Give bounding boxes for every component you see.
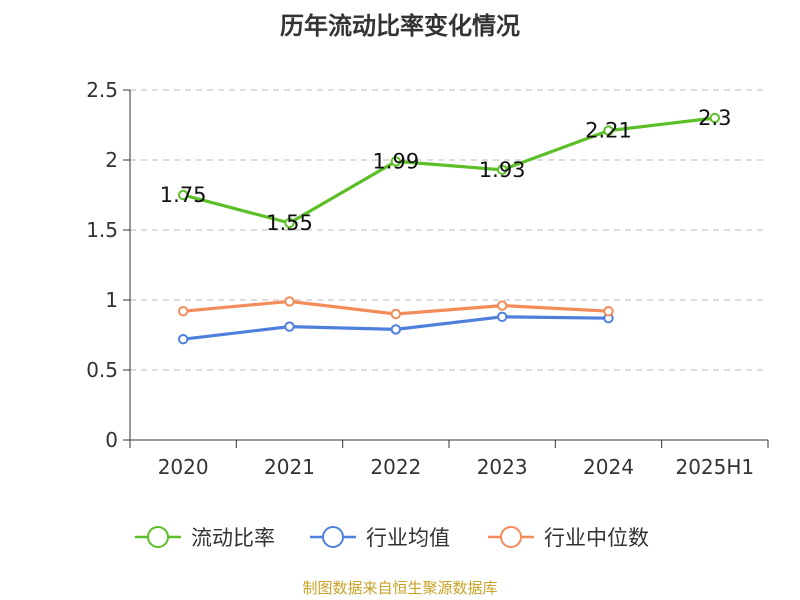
data-label: 1.99	[372, 149, 419, 173]
data-point	[390, 156, 402, 167]
y-tick-label: 2	[105, 148, 118, 172]
data-point	[390, 324, 402, 335]
data-point	[284, 296, 295, 307]
y-tick-label: 1.5	[86, 218, 118, 242]
data-label: 2.21	[585, 119, 632, 143]
legend-marker-1	[322, 526, 344, 548]
legend-marker-2	[500, 526, 522, 548]
data-point	[177, 189, 189, 201]
data-point	[177, 334, 189, 345]
axes: 0 0.5 1 1.5 2 2.5 2020 2021 2022 2023 2024 2025H1	[86, 78, 769, 479]
data-point	[284, 217, 295, 229]
x-tick-label: 2020	[158, 455, 209, 479]
legend: 流动比率 行业均值 行业中位数	[135, 526, 649, 550]
data-point	[709, 112, 721, 124]
y-tick-label: 1	[105, 288, 118, 312]
data-point	[390, 308, 402, 320]
legend-label-1: 行业均值	[366, 526, 450, 550]
x-tick-label: 2023	[477, 455, 528, 479]
series-lines	[177, 112, 721, 345]
data-point	[496, 300, 508, 311]
data-labels: 1.75 1.55 1.99 1.93 2.21 2.3	[160, 106, 732, 235]
series-line-0	[182, 116, 715, 225]
data-label: 1.75	[160, 183, 207, 207]
data-point	[603, 306, 614, 317]
legend-marker-0	[147, 526, 169, 548]
x-tick-label: 2024	[583, 455, 634, 479]
source-note: 制图数据来自恒生聚源数据库	[302, 579, 497, 597]
data-point	[177, 306, 189, 317]
legend-label-0: 流动比率	[191, 526, 275, 550]
data-point	[284, 321, 295, 332]
data-point	[603, 125, 614, 136]
y-tick-label: 0	[105, 428, 118, 452]
data-label: 1.55	[266, 211, 313, 235]
data-label: 1.93	[479, 158, 526, 182]
y-tick-label: 0.5	[86, 358, 118, 382]
data-label: 2.3	[698, 106, 731, 130]
chart-title: 历年流动比率变化情况	[280, 12, 520, 40]
x-tick-label: 2022	[370, 455, 421, 479]
data-point	[496, 311, 508, 322]
grid-lines	[130, 89, 768, 371]
x-tick-label: 2025H1	[675, 455, 754, 479]
x-tick-label: 2021	[264, 455, 315, 479]
legend-label-2: 行业中位数	[544, 526, 649, 550]
data-point	[496, 164, 508, 176]
y-tick-label: 2.5	[86, 78, 118, 102]
